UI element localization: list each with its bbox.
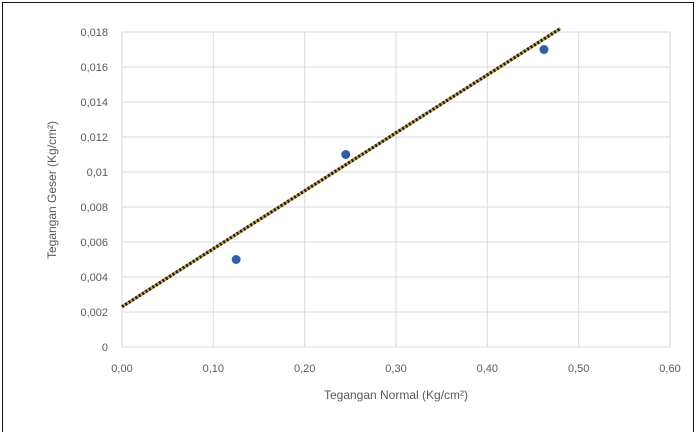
data-point xyxy=(341,150,351,159)
y-tick-label: 0 xyxy=(102,342,108,354)
y-tick-label: 0,002 xyxy=(80,307,108,319)
trendline-group xyxy=(121,27,562,309)
data-point xyxy=(539,45,549,54)
x-tick-label: 0,20 xyxy=(294,363,315,375)
data-points xyxy=(231,45,549,264)
x-tick-label: 0,40 xyxy=(477,363,498,375)
data-point xyxy=(231,255,241,264)
y-tick-label: 0,016 xyxy=(80,62,108,74)
x-tick-label: 0,10 xyxy=(203,363,224,375)
x-tick-label: 0,30 xyxy=(385,363,406,375)
x-tick-label: 0,00 xyxy=(111,363,132,375)
x-tick-label: 0,60 xyxy=(659,363,680,375)
y-tick-label: 0,004 xyxy=(80,272,108,284)
x-tick-label: 0,50 xyxy=(568,363,589,375)
trendline xyxy=(121,27,562,309)
y-tick-label: 0,006 xyxy=(80,237,108,249)
gridlines xyxy=(121,31,671,348)
x-tick-labels: 0,00 0,10 0,20 0,30 0,40 0,50 0,60 xyxy=(111,363,680,375)
y-tick-labels: 0 0,002 0,004 0,006 0,008 0,01 0,012 0,014 0,016… xyxy=(80,27,108,354)
y-axis-title: Tegangan Geser (Kg/cm²) xyxy=(45,121,59,259)
y-tick-label: 0,01 xyxy=(87,167,108,179)
y-tick-label: 0,012 xyxy=(80,132,108,144)
y-tick-label: 0,014 xyxy=(80,97,108,109)
y-tick-label: 0,018 xyxy=(80,27,108,39)
y-tick-label: 0,008 xyxy=(80,202,108,214)
x-axis-title: Tegangan Normal (Kg/cm²) xyxy=(324,388,468,402)
